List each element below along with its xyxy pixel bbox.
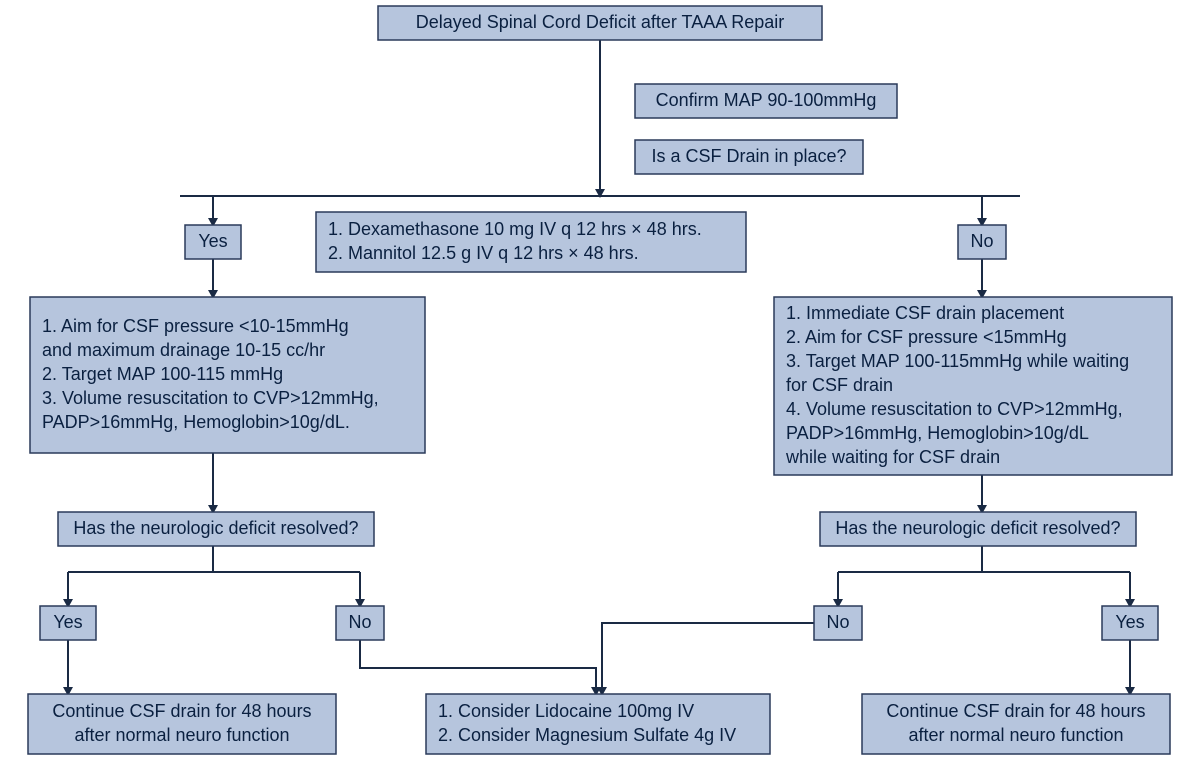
node-text: PADP>16mmHg, Hemoglobin>10g/dL xyxy=(786,423,1089,443)
node-branch_yes: Yes xyxy=(185,225,241,259)
node-text: Has the neurologic deficit resolved? xyxy=(73,518,358,538)
node-text: 1. Consider Lidocaine 100mg IV xyxy=(438,701,694,721)
node-l_no: No xyxy=(336,606,384,640)
node-text: and maximum drainage 10-15 cc/hr xyxy=(42,340,325,360)
node-text: 1. Dexamethasone 10 mg IV q 12 hrs × 48 … xyxy=(328,219,702,239)
node-yes_actions: 1. Aim for CSF pressure <10-15mmHg and m… xyxy=(30,297,425,453)
node-text: after normal neuro function xyxy=(74,725,289,745)
node-text: 3. Target MAP 100-115mmHg while waiting xyxy=(786,351,1129,371)
node-r_yes: Yes xyxy=(1102,606,1158,640)
node-text: Confirm MAP 90-100mmHg xyxy=(656,90,877,110)
node-confirm_map: Confirm MAP 90-100mmHg xyxy=(635,84,897,118)
node-text: No xyxy=(348,612,371,632)
node-continue_r: Continue CSF drain for 48 hours after nor… xyxy=(862,694,1170,754)
node-title: Delayed Spinal Cord Deficit after TAAA R… xyxy=(378,6,822,40)
node-text: for CSF drain xyxy=(786,375,893,395)
node-text: 1. Aim for CSF pressure <10-15mmHg xyxy=(42,316,349,336)
node-text: PADP>16mmHg, Hemoglobin>10g/dL. xyxy=(42,412,350,432)
node-text: Continue CSF drain for 48 hours xyxy=(886,701,1145,721)
node-text: while waiting for CSF drain xyxy=(785,447,1000,467)
node-consider: 1. Consider Lidocaine 100mg IV 2. Conside… xyxy=(426,694,770,754)
node-text: Yes xyxy=(198,231,227,251)
node-text: Delayed Spinal Cord Deficit after TAAA R… xyxy=(416,12,785,32)
node-text: Yes xyxy=(1115,612,1144,632)
node-csf_q: Is a CSF Drain in place? xyxy=(635,140,863,174)
node-r_no: No xyxy=(814,606,862,640)
node-text: 3. Volume resuscitation to CVP>12mmHg, xyxy=(42,388,379,408)
node-text: Continue CSF drain for 48 hours xyxy=(52,701,311,721)
node-meds: 1. Dexamethasone 10 mg IV q 12 hrs × 48 … xyxy=(316,212,746,272)
node-text: 2. Consider Magnesium Sulfate 4g IV xyxy=(438,725,736,745)
node-text: 4. Volume resuscitation to CVP>12mmHg, xyxy=(786,399,1123,419)
node-l_yes: Yes xyxy=(40,606,96,640)
node-branch_no: No xyxy=(958,225,1006,259)
node-text: after normal neuro function xyxy=(908,725,1123,745)
node-text: Is a CSF Drain in place? xyxy=(651,146,846,166)
flowchart-canvas: Delayed Spinal Cord Deficit after TAAA R… xyxy=(0,0,1200,774)
node-text: 2. Mannitol 12.5 g IV q 12 hrs × 48 hrs. xyxy=(328,243,639,263)
node-text: No xyxy=(826,612,849,632)
node-text: No xyxy=(970,231,993,251)
node-resolved_l: Has the neurologic deficit resolved? xyxy=(58,512,374,546)
node-no_actions: 1. Immediate CSF drain placement 2. Aim f… xyxy=(774,297,1172,475)
node-continue_l: Continue CSF drain for 48 hours after nor… xyxy=(28,694,336,754)
node-text: 2. Aim for CSF pressure <15mmHg xyxy=(786,327,1067,347)
node-text: 2. Target MAP 100-115 mmHg xyxy=(42,364,283,384)
node-text: 1. Immediate CSF drain placement xyxy=(786,303,1064,323)
node-resolved_r: Has the neurologic deficit resolved? xyxy=(820,512,1136,546)
node-text: Yes xyxy=(53,612,82,632)
node-text: Has the neurologic deficit resolved? xyxy=(835,518,1120,538)
flow-edge xyxy=(360,640,596,694)
